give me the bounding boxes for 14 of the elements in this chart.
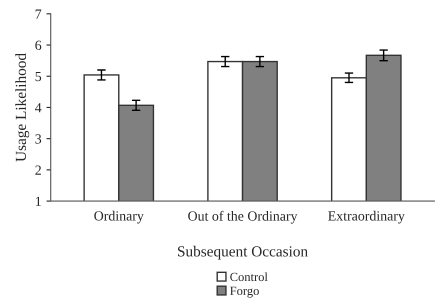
y-tick-label: 1 [36, 196, 41, 206]
y-tick-label: 6 [35, 40, 42, 50]
y-tick-label: 3 [35, 134, 42, 144]
x-tick-label: Out of the Ordinary [188, 210, 298, 224]
y-tick-label: 2 [35, 165, 41, 175]
y-tick-label: 7 [36, 10, 42, 19]
x-axis-title: Subsequent Occasion [178, 246, 308, 260]
x-tick-label: Extraordinary [328, 210, 405, 224]
legend-label: Control [230, 272, 268, 282]
legend-label: Forgo [230, 286, 259, 298]
y-axis-title: Usage Likelihood [15, 53, 30, 162]
y-tick-label: 4 [35, 103, 42, 112]
y-tick-label: 5 [36, 72, 42, 82]
x-tick-label: Ordinary [94, 210, 144, 224]
